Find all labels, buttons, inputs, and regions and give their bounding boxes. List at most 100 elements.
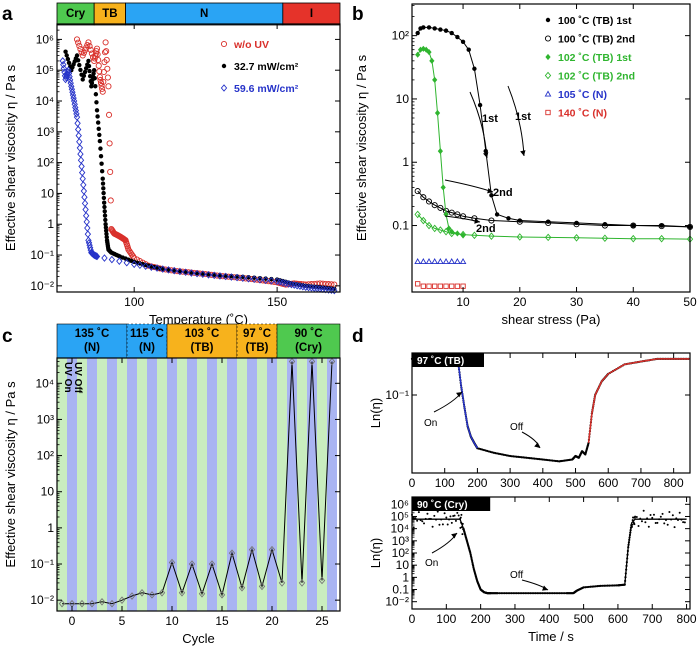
x-axis-label: shear stress (Pa) <box>502 312 601 327</box>
data-point <box>76 42 83 49</box>
data-point <box>101 190 106 196</box>
data-point <box>99 169 105 174</box>
cycle-stripe <box>187 358 197 611</box>
data-point <box>423 522 426 525</box>
data-point <box>420 216 427 225</box>
data-point <box>83 218 90 226</box>
data-point <box>73 110 80 118</box>
data-point <box>429 57 435 64</box>
data-point <box>63 49 68 54</box>
data-point <box>652 513 655 516</box>
phase-label: N <box>200 8 208 20</box>
series-line <box>412 518 687 594</box>
y-tick-label: 10² <box>392 29 409 43</box>
data-point <box>454 211 461 218</box>
data-point <box>93 252 100 260</box>
series-line <box>412 358 690 462</box>
data-point <box>654 521 657 524</box>
data-point <box>94 100 99 105</box>
data-point <box>683 521 686 524</box>
data-point <box>108 255 116 264</box>
panel-b: 10 20 30 40 50 0.1 1 10 10² shear stress (Pa) Effe… <box>354 3 697 327</box>
data-point <box>601 222 608 229</box>
data-point <box>100 68 107 76</box>
data-point <box>193 269 201 278</box>
data-point <box>124 244 131 251</box>
data-point <box>96 73 103 81</box>
data-point <box>437 147 443 155</box>
data-point <box>176 267 184 276</box>
y-axis-label: Ln(η) <box>368 538 383 568</box>
cycle-stripe <box>97 358 107 611</box>
y-tick-label: 10⁶ <box>36 32 54 46</box>
legend-marker <box>544 71 552 80</box>
data-point <box>431 525 434 528</box>
data-point <box>308 357 316 366</box>
data-point <box>328 286 335 295</box>
data-point <box>129 253 137 260</box>
data-point <box>431 202 438 209</box>
data-point <box>238 583 246 592</box>
arrow-1st-green-head <box>483 152 489 158</box>
data-point <box>99 161 104 166</box>
data-point <box>233 273 241 282</box>
data-point <box>494 212 500 217</box>
data-point <box>75 39 82 46</box>
title-box-label: 90 ˚C (Cry) <box>417 499 468 511</box>
data-point <box>432 26 437 31</box>
data-point <box>644 521 647 524</box>
x-tick-label: 600 <box>598 476 618 490</box>
legend-label: 102 ˚C (TB) 2nd <box>558 71 635 83</box>
data-point <box>426 48 432 56</box>
cycle-stripe <box>177 358 187 611</box>
data-point <box>148 591 156 599</box>
series-4 <box>414 258 467 265</box>
data-point <box>93 84 98 89</box>
series-line <box>417 26 691 228</box>
data-point <box>98 153 104 159</box>
data-point <box>417 511 420 514</box>
uv-stripe-label: UV Off <box>72 362 83 394</box>
data-point <box>437 283 444 289</box>
data-point <box>263 276 268 281</box>
phase-label: 97 ˚C <box>243 328 271 340</box>
title-box <box>412 353 484 367</box>
data-point <box>58 599 66 608</box>
data-point <box>239 274 246 282</box>
cycle-stripe <box>127 358 137 611</box>
data-point <box>647 525 650 528</box>
cycle-stripe <box>277 358 287 611</box>
data-point <box>64 53 69 58</box>
cycle-stripe <box>247 358 257 611</box>
y-axis-label: Effective shear viscosity η / Pa s <box>3 64 18 251</box>
data-point <box>678 511 681 514</box>
data-point <box>78 599 86 608</box>
y-tick-label: 10² <box>37 156 54 170</box>
data-point <box>101 49 109 56</box>
y-tick-label: 1 <box>402 155 409 169</box>
data-point <box>630 234 637 243</box>
x-tick-label: 0 <box>409 476 416 490</box>
y-axis-label: Effective shear viscosity η / Pa s <box>354 54 369 241</box>
data-point <box>82 69 88 75</box>
x-tick-label: 100 <box>124 295 144 309</box>
data-point <box>437 204 444 211</box>
data-point <box>426 283 432 289</box>
data-point <box>682 521 685 524</box>
data-point <box>66 60 72 65</box>
data-point <box>437 258 444 265</box>
data-point <box>516 218 523 225</box>
data-point <box>666 523 669 526</box>
cycle-stripe <box>327 358 337 611</box>
phase-segment <box>276 323 341 359</box>
data-point <box>102 39 109 46</box>
data-point <box>516 233 523 241</box>
y-axis-label: Ln(η) <box>368 398 383 428</box>
data-point <box>661 512 664 515</box>
data-point <box>651 516 654 519</box>
annotation-off: Off <box>510 422 523 433</box>
data-point <box>78 162 85 171</box>
data-point <box>421 520 424 523</box>
